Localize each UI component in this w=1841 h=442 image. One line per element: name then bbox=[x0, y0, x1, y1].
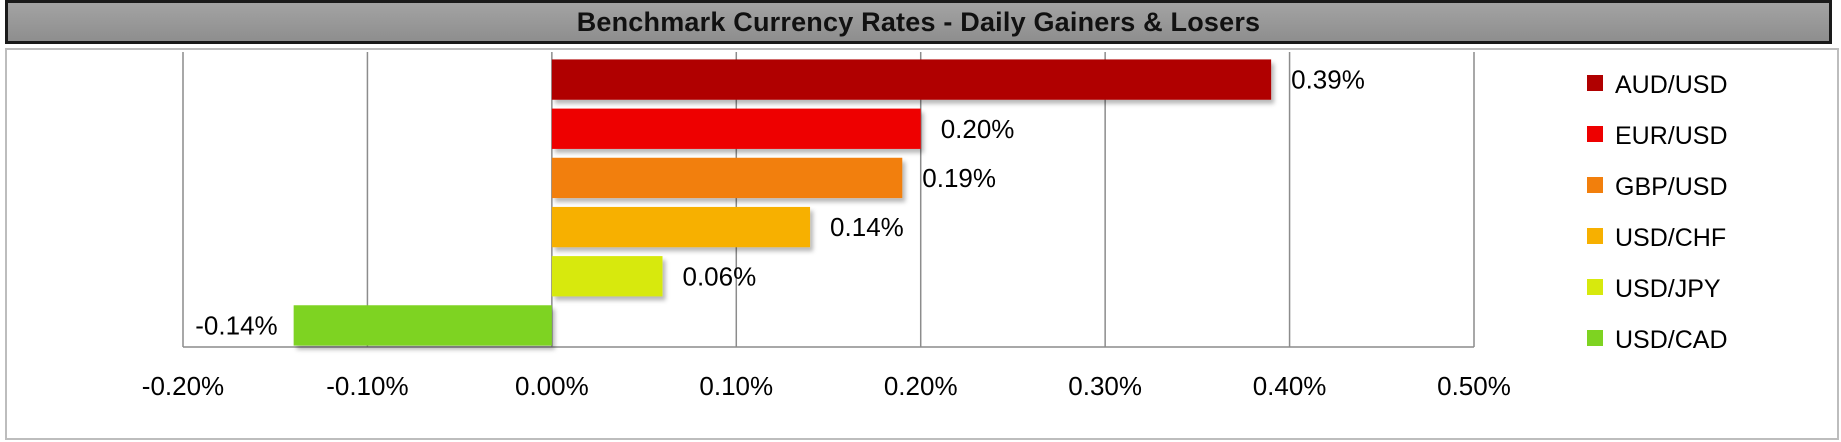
bar-usd-jpy bbox=[551, 256, 663, 297]
bar-gbp-usd bbox=[551, 157, 903, 199]
data-labels: 0.39% 0.20% 0.19% 0.14% 0.06% -0.14% bbox=[195, 65, 1365, 341]
bar-usd-chf bbox=[551, 206, 811, 248]
x-tick-label: 0.40% bbox=[1253, 371, 1327, 401]
chart-title-bar: Benchmark Currency Rates - Daily Gainers… bbox=[5, 0, 1832, 44]
legend-label: USD/CHF bbox=[1615, 224, 1726, 252]
data-label: 0.14% bbox=[830, 212, 904, 242]
chart-frame bbox=[5, 48, 1839, 440]
x-tick-label: 0.20% bbox=[884, 371, 958, 401]
legend-label: EUR/USD bbox=[1615, 122, 1728, 150]
grid-lines bbox=[182, 52, 1475, 348]
legend-label: GBP/USD bbox=[1615, 173, 1728, 201]
bars bbox=[293, 59, 1272, 346]
x-tick-label: 0.50% bbox=[1437, 371, 1511, 401]
legend-label: USD/CAD bbox=[1615, 326, 1728, 354]
data-label: 0.06% bbox=[683, 261, 757, 291]
bar-usd-cad bbox=[293, 305, 552, 346]
legend-swatch bbox=[1587, 126, 1603, 142]
x-tick-label: -0.20% bbox=[142, 371, 224, 401]
legend-swatch bbox=[1587, 177, 1603, 193]
x-tick-label: 0.00% bbox=[515, 371, 589, 401]
chart-title: Benchmark Currency Rates - Daily Gainers… bbox=[576, 6, 1261, 37]
x-axis-tick-labels: -0.20% -0.10% 0.00% 0.10% 0.20% 0.30% 0.40% 0.5… bbox=[142, 371, 1511, 401]
data-label: 0.20% bbox=[941, 114, 1015, 144]
data-label: 0.39% bbox=[1291, 65, 1365, 95]
bar-eur-usd bbox=[551, 108, 921, 149]
legend-swatch bbox=[1587, 279, 1603, 295]
bar-aud-usd bbox=[551, 59, 1272, 100]
x-tick-label: 0.30% bbox=[1068, 371, 1142, 401]
legend-swatch bbox=[1587, 228, 1603, 244]
x-tick-label: -0.10% bbox=[326, 371, 408, 401]
x-tick-label: 0.10% bbox=[699, 371, 773, 401]
legend-swatch bbox=[1587, 330, 1603, 346]
data-label: -0.14% bbox=[195, 310, 277, 340]
legend: AUD/USD EUR/USD GBP/USD USD/CHF USD/JPY USD/C… bbox=[1587, 71, 1728, 354]
data-label: 0.19% bbox=[922, 163, 996, 193]
legend-label: USD/JPY bbox=[1615, 275, 1721, 303]
legend-label: AUD/USD bbox=[1615, 71, 1728, 99]
legend-swatch bbox=[1587, 75, 1603, 91]
